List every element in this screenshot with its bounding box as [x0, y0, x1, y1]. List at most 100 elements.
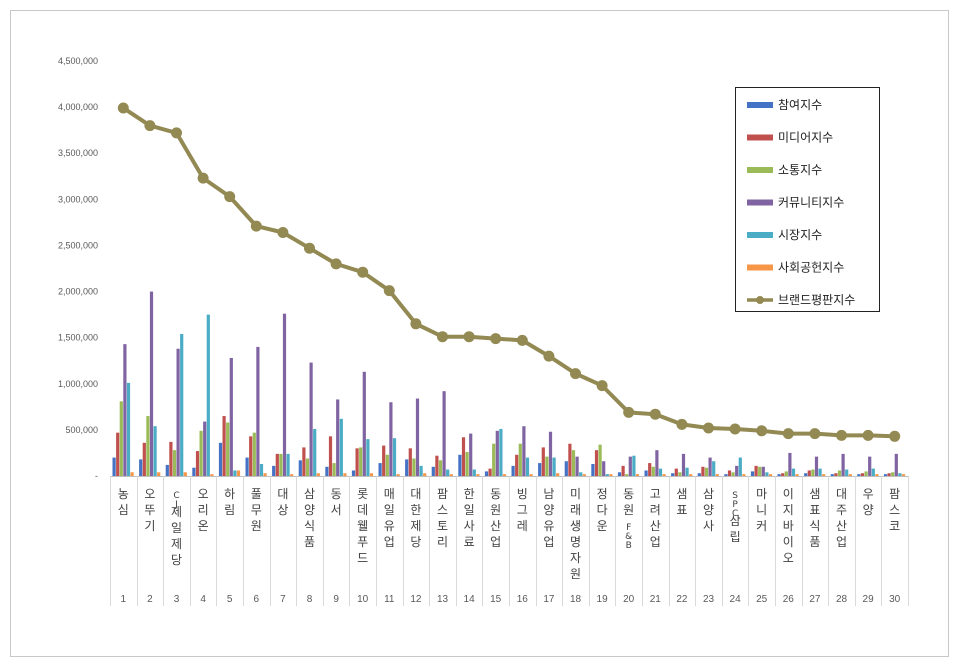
bar: [658, 468, 663, 476]
legend-line-marker: [756, 296, 764, 304]
bar: [602, 461, 606, 476]
line-point: [570, 368, 581, 380]
bar: [488, 468, 492, 476]
rank-label: 28: [836, 594, 848, 605]
bar: [689, 474, 693, 476]
bar: [112, 457, 116, 476]
rank-label: 21: [650, 594, 662, 605]
line-point: [197, 172, 209, 184]
bar: [712, 461, 716, 476]
line-point: [171, 127, 182, 139]
bar: [575, 456, 579, 476]
bar: [804, 473, 808, 476]
bar: [671, 473, 675, 476]
bar: [515, 454, 519, 476]
y-tick-label: 4,500,000: [58, 56, 98, 66]
line-point: [463, 331, 475, 343]
bar: [351, 470, 356, 476]
bar: [495, 430, 499, 476]
bar: [621, 465, 625, 476]
bar: [119, 401, 123, 476]
bar: [598, 444, 602, 476]
bar: [355, 448, 359, 476]
rank-label: 1: [121, 594, 127, 605]
bar: [256, 346, 260, 476]
bar: [502, 474, 507, 476]
bar: [286, 453, 290, 476]
bar: [415, 398, 420, 476]
legend-label: 브랜드평판지수: [778, 293, 855, 307]
bar: [325, 466, 329, 476]
bar: [891, 472, 895, 476]
bar: [392, 438, 397, 476]
bar: [438, 460, 443, 476]
x-axis-labels: 농 심 1 오 뚜 기 2 C J제 일 제 당 3 오 리 온 4 하 림 5 풀 무 원 6 대 상 7 삼 양 식 품 8 동 서 9 롯 데 웰 푸…: [118, 487, 901, 605]
bar: [662, 474, 666, 476]
category-label: S P C삼 립: [730, 491, 741, 544]
legend-label: 참여지수: [778, 98, 822, 112]
bar: [674, 468, 678, 476]
bar: [635, 474, 640, 476]
bar: [541, 447, 545, 476]
legend-label: 시장지수: [778, 228, 822, 242]
line-point: [862, 429, 874, 441]
line-point: [782, 428, 794, 440]
rank-label: 30: [889, 594, 901, 605]
bar: [724, 474, 728, 476]
bar: [123, 344, 127, 476]
bar: [165, 464, 169, 476]
line-point: [756, 425, 768, 437]
legend-swatch: [747, 264, 773, 271]
legend-swatch: [747, 102, 773, 108]
bar: [130, 472, 134, 476]
bar: [837, 470, 842, 476]
bar: [472, 469, 476, 476]
bar: [279, 453, 283, 476]
y-tick-label: 1,000,000: [58, 379, 98, 389]
bar: [738, 457, 742, 476]
rank-label: 6: [254, 594, 260, 605]
line-point: [383, 285, 395, 297]
bar: [651, 466, 655, 476]
bar: [564, 461, 568, 476]
bar: [116, 432, 120, 476]
category-label: C J제 일 제 당: [171, 491, 182, 567]
bar: [469, 433, 473, 476]
bar: [857, 474, 861, 476]
rank-label: 8: [307, 594, 313, 605]
bar: [259, 464, 264, 476]
line-point: [250, 220, 262, 232]
rank-label: 18: [570, 594, 582, 605]
bar: [359, 447, 363, 476]
bar: [777, 474, 781, 476]
line-point: [224, 191, 236, 203]
bar: [875, 474, 879, 476]
bar: [811, 469, 815, 476]
bar: [731, 472, 735, 476]
bar: [252, 432, 256, 476]
bar: [389, 402, 393, 476]
rank-label: 17: [543, 594, 555, 605]
bar: [157, 472, 161, 476]
line-point: [117, 102, 129, 114]
bar: [538, 463, 542, 476]
bar: [435, 455, 439, 476]
bar: [339, 418, 343, 476]
bar: [594, 450, 599, 476]
bar: [382, 445, 386, 476]
bar: [290, 474, 294, 476]
bar: [412, 458, 416, 476]
bar: [845, 469, 849, 476]
bar: [848, 474, 852, 476]
bar: [901, 474, 906, 476]
